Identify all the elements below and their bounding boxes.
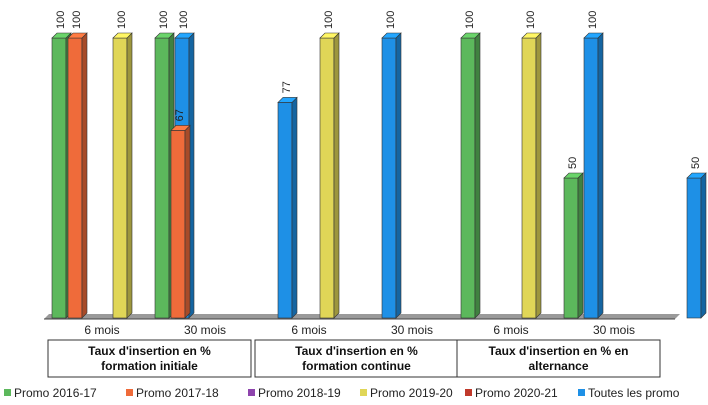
data-label: 100 <box>385 11 397 29</box>
bar <box>112 32 133 319</box>
bar-top <box>583 32 604 39</box>
group-label-box <box>456 339 661 378</box>
bar-front <box>67 37 83 319</box>
x-tick-label: 30 mois <box>593 323 635 337</box>
bar-top <box>154 32 175 39</box>
bar-front <box>170 130 186 319</box>
bar-top <box>67 32 88 39</box>
bar <box>154 32 175 319</box>
bar-top <box>686 172 707 179</box>
legend-entry: Promo 2019-20 <box>370 386 453 400</box>
bar-top <box>51 32 72 39</box>
bar-top <box>563 172 584 179</box>
bar-side <box>126 32 133 319</box>
legend-swatch <box>126 389 133 396</box>
bar-top <box>112 32 133 39</box>
bar-side <box>395 32 402 319</box>
bar <box>319 32 340 319</box>
bar-front <box>319 37 335 319</box>
legend-swatch <box>4 389 11 396</box>
legend-entry: Promo 2017-18 <box>136 386 219 400</box>
legend-swatch <box>465 389 472 396</box>
data-label: 100 <box>525 11 537 29</box>
data-label: 100 <box>116 11 128 29</box>
data-label: 67 <box>174 109 186 121</box>
bar-top <box>521 32 542 39</box>
data-label: 50 <box>567 157 579 169</box>
group-label: Taux d'insertion en % en <box>489 344 629 358</box>
bar-front <box>51 37 67 319</box>
bar <box>277 96 298 319</box>
bar-side <box>535 32 542 319</box>
data-label: 100 <box>464 11 476 29</box>
bar-top <box>381 32 402 39</box>
data-label: 100 <box>158 11 170 29</box>
data-label: 77 <box>281 81 293 93</box>
group-label-box <box>47 339 252 378</box>
bar <box>460 32 481 319</box>
bar-top <box>319 32 340 39</box>
bar-side <box>333 32 340 319</box>
bar-front <box>583 37 599 319</box>
data-label: 50 <box>690 157 702 169</box>
bar-front <box>563 177 579 319</box>
bar-side <box>184 124 191 319</box>
bar-front <box>460 37 476 319</box>
data-label: 100 <box>178 11 190 29</box>
legend-swatch <box>578 389 585 396</box>
group-label: Taux d'insertion en % <box>295 344 418 358</box>
bar-side <box>597 32 604 319</box>
bar-side <box>700 172 707 319</box>
bar-front <box>277 102 293 319</box>
bar-top <box>174 32 195 39</box>
legend-entry: Promo 2020-21 <box>475 386 558 400</box>
bar-front <box>154 37 170 319</box>
x-tick-label: 6 mois <box>84 323 119 337</box>
data-label: 100 <box>55 11 67 29</box>
bar-top <box>277 97 298 103</box>
data-label: 100 <box>323 11 335 29</box>
group-label: formation initiale <box>101 359 198 373</box>
group-label-box <box>254 339 459 378</box>
bar <box>381 32 402 319</box>
bar <box>583 32 604 319</box>
bar <box>521 32 542 319</box>
group-label: Taux d'insertion en % <box>88 344 211 358</box>
bar-side <box>474 32 481 319</box>
legend-entry: Toutes les promo <box>588 386 680 400</box>
x-tick-label: 30 mois <box>391 323 433 337</box>
bar-front <box>112 37 128 319</box>
bar-front <box>686 177 702 319</box>
chart-floor <box>44 314 680 319</box>
x-tick-label: 30 mois <box>184 323 226 337</box>
data-label: 100 <box>71 11 83 29</box>
x-tick-label: 6 mois <box>291 323 326 337</box>
bar-top <box>170 125 191 131</box>
bar <box>67 32 88 319</box>
bar <box>686 172 707 319</box>
bar-side <box>291 96 298 319</box>
group-label: formation continue <box>302 359 411 373</box>
legend-swatch <box>248 389 255 396</box>
bar-front <box>521 37 537 319</box>
group-label: alternance <box>528 359 588 373</box>
bar <box>563 172 584 319</box>
bar-top <box>460 32 481 39</box>
bar-front <box>381 37 397 319</box>
legend-entry: Promo 2018-19 <box>258 386 341 400</box>
data-label: 100 <box>587 11 599 29</box>
bar <box>170 124 191 319</box>
x-tick-label: 6 mois <box>493 323 528 337</box>
legend-swatch <box>360 389 367 396</box>
bar-side <box>577 172 584 319</box>
legend-entry: Promo 2016-17 <box>14 386 97 400</box>
bar-side <box>81 32 88 319</box>
